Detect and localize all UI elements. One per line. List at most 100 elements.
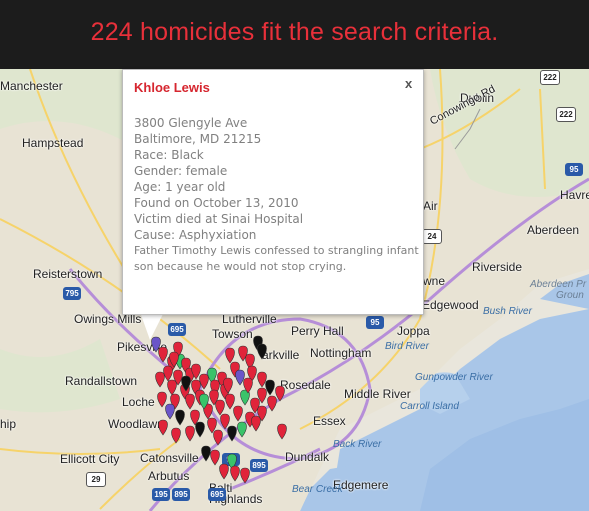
place-dundalk: Dundalk <box>285 450 330 464</box>
victim-name: Khloe Lewis <box>134 80 210 95</box>
homicide-marker[interactable] <box>251 415 261 432</box>
homicide-marker[interactable] <box>250 397 260 414</box>
homicide-marker[interactable] <box>225 393 235 410</box>
close-button[interactable]: x <box>405 76 413 91</box>
island-carroll: Carroll Island <box>400 401 459 412</box>
i95-shield-2: 95 <box>366 316 384 329</box>
homicide-marker[interactable] <box>220 413 230 430</box>
homicide-marker[interactable] <box>275 385 285 402</box>
homicide-marker[interactable] <box>181 375 191 392</box>
homicide-marker[interactable] <box>185 393 195 410</box>
homicide-marker[interactable] <box>155 371 165 388</box>
place-towne: wne <box>423 274 446 288</box>
homicide-marker[interactable] <box>201 445 211 462</box>
homicide-marker[interactable] <box>195 421 205 438</box>
homicide-marker[interactable] <box>265 379 275 396</box>
victim-hospital: Victim died at Sinai Hospital <box>134 212 304 226</box>
place-arbutus: Arbutus <box>148 469 190 483</box>
homicide-marker[interactable] <box>257 371 267 388</box>
place-reisterstown: Reisterstown <box>33 267 103 281</box>
place-middle-river: Middle River <box>344 387 411 401</box>
homicide-marker[interactable] <box>219 463 229 480</box>
homicide-marker[interactable] <box>245 353 255 370</box>
homicide-marker[interactable] <box>191 363 201 380</box>
water-gunpowder-river: Gunpowder River <box>415 372 493 383</box>
place-havre: Havre <box>560 188 589 202</box>
i195-shield: 195 <box>152 488 170 501</box>
homicide-marker[interactable] <box>207 367 217 384</box>
homicide-marker[interactable] <box>240 389 250 406</box>
victim-cause: Cause: Asphyxiation <box>134 228 257 242</box>
place-dublin: Dublin <box>460 91 495 105</box>
place-parkville: arkville <box>262 348 300 362</box>
homicide-marker[interactable] <box>237 421 247 438</box>
homicide-marker[interactable] <box>235 369 245 386</box>
place-joppa: Joppa <box>397 324 430 338</box>
i795-shield: 795 <box>63 287 81 300</box>
homicide-marker[interactable] <box>215 399 225 416</box>
homicide-marker[interactable] <box>165 403 175 420</box>
victim-found-date: Found on October 13, 2010 <box>134 196 299 210</box>
homicide-marker[interactable] <box>203 403 213 420</box>
i695-shield-1: 695 <box>168 323 186 336</box>
homicide-marker[interactable] <box>243 377 253 394</box>
place-aberdeen-proving-2: Groun <box>556 290 584 301</box>
homicide-marker[interactable] <box>185 425 195 442</box>
place-owings-mills: Owings Mills <box>74 312 142 326</box>
place-ellicott-city: Ellicott City <box>60 452 120 466</box>
place-edgemere: Edgemere <box>333 478 389 492</box>
homicide-marker[interactable] <box>230 465 240 482</box>
homicide-marker[interactable] <box>213 429 223 446</box>
place-catonsville: Catonsville <box>140 451 199 465</box>
homicide-marker[interactable] <box>199 373 209 390</box>
homicide-marker[interactable] <box>225 347 235 364</box>
victim-address-line2: Baltimore, MD 21215 <box>134 132 262 146</box>
homicide-marker[interactable] <box>238 345 248 362</box>
water-bird-river-1: Bird River <box>385 341 429 352</box>
homicide-marker[interactable] <box>190 409 200 426</box>
place-manchester: Manchester <box>0 79 63 93</box>
homicide-marker[interactable] <box>257 343 267 360</box>
homicide-marker[interactable] <box>171 427 181 444</box>
place-towson: Towson <box>212 327 253 341</box>
route-222-shield-top: 222 <box>540 70 560 85</box>
homicide-marker[interactable] <box>169 351 179 368</box>
popup-pointer <box>140 312 164 340</box>
homicide-marker[interactable] <box>167 379 177 396</box>
homicide-marker[interactable] <box>158 346 168 363</box>
homicide-marker[interactable] <box>157 391 167 408</box>
route-222-shield: 222 <box>556 107 576 122</box>
homicide-markers-layer <box>151 335 287 484</box>
place-essex: Essex <box>313 414 346 428</box>
homicide-marker[interactable] <box>267 395 277 412</box>
homicide-marker[interactable] <box>247 365 257 382</box>
homicide-marker[interactable] <box>223 377 233 394</box>
victim-description: Father Timothy Lewis confessed to strang… <box>134 244 419 273</box>
place-randallstown: Randallstown <box>65 374 138 388</box>
homicide-marker[interactable] <box>277 423 287 440</box>
homicide-marker[interactable] <box>175 409 185 426</box>
victim-age: Age: 1 year old <box>134 180 226 194</box>
place-aberdeen-proving-1: Aberdeen Pr <box>530 279 587 290</box>
homicide-marker[interactable] <box>227 453 237 470</box>
homicide-marker[interactable] <box>210 449 220 466</box>
place-hampstead: Hampstead <box>22 136 84 150</box>
homicide-marker[interactable] <box>257 387 267 404</box>
homicide-marker[interactable] <box>199 393 209 410</box>
place-lutherville: Lutherville <box>222 312 277 326</box>
homicide-marker[interactable] <box>227 425 237 442</box>
place-lochearn: Loche <box>122 395 155 409</box>
homicide-marker[interactable] <box>240 467 250 484</box>
homicide-marker[interactable] <box>158 419 168 436</box>
place-perry-hall: Perry Hall <box>291 324 344 338</box>
victim-address-line1: 3800 Glengyle Ave <box>134 116 248 130</box>
homicide-marker[interactable] <box>207 417 217 434</box>
homicide-marker[interactable] <box>209 389 219 406</box>
place-aberdeen: Aberdeen <box>527 223 580 237</box>
i895-shield-2: 895 <box>172 488 190 501</box>
us29-shield: 29 <box>86 472 106 487</box>
victim-race: Race: Black <box>134 148 204 162</box>
place-riverside: Riverside <box>472 260 523 274</box>
homicide-marker[interactable] <box>233 405 243 422</box>
homicide-marker[interactable] <box>163 365 173 382</box>
